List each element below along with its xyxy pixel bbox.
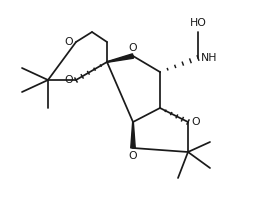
Text: O: O bbox=[129, 151, 137, 161]
Text: HO: HO bbox=[189, 18, 206, 28]
Text: O: O bbox=[192, 117, 200, 127]
Text: O: O bbox=[65, 37, 73, 47]
Text: O: O bbox=[65, 75, 73, 85]
Polygon shape bbox=[131, 122, 135, 148]
Text: O: O bbox=[129, 43, 137, 53]
Polygon shape bbox=[107, 54, 134, 62]
Text: NH: NH bbox=[201, 53, 218, 63]
